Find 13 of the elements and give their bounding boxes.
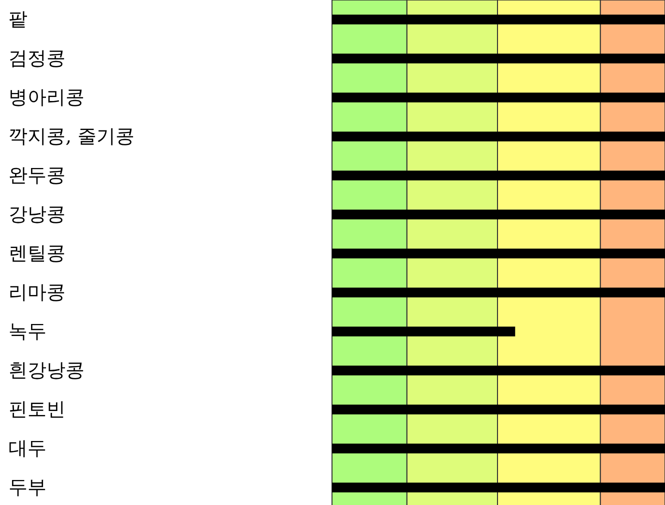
y-tick-label: 흰강낭콩 bbox=[8, 360, 84, 382]
y-tick-label: 깍지콩, 줄기콩 bbox=[8, 126, 135, 148]
y-tick-label: 완두콩 bbox=[8, 164, 66, 186]
y-tick-label: 강낭콩 bbox=[8, 204, 66, 226]
y-tick-label: 검정콩 bbox=[8, 48, 66, 70]
y-tick-label: 두부 bbox=[8, 476, 46, 498]
y-tick-label: 팥 bbox=[8, 8, 28, 30]
y-tick-label: 리마콩 bbox=[8, 282, 66, 304]
y-tick-label: 병아리콩 bbox=[8, 86, 84, 108]
y-tick-label: 핀토빈 bbox=[8, 398, 66, 420]
y-tick-label: 렌틸콩 bbox=[8, 242, 66, 264]
y-tick-label: 대두 bbox=[8, 438, 46, 460]
y-tick-label: 녹두 bbox=[8, 320, 46, 342]
